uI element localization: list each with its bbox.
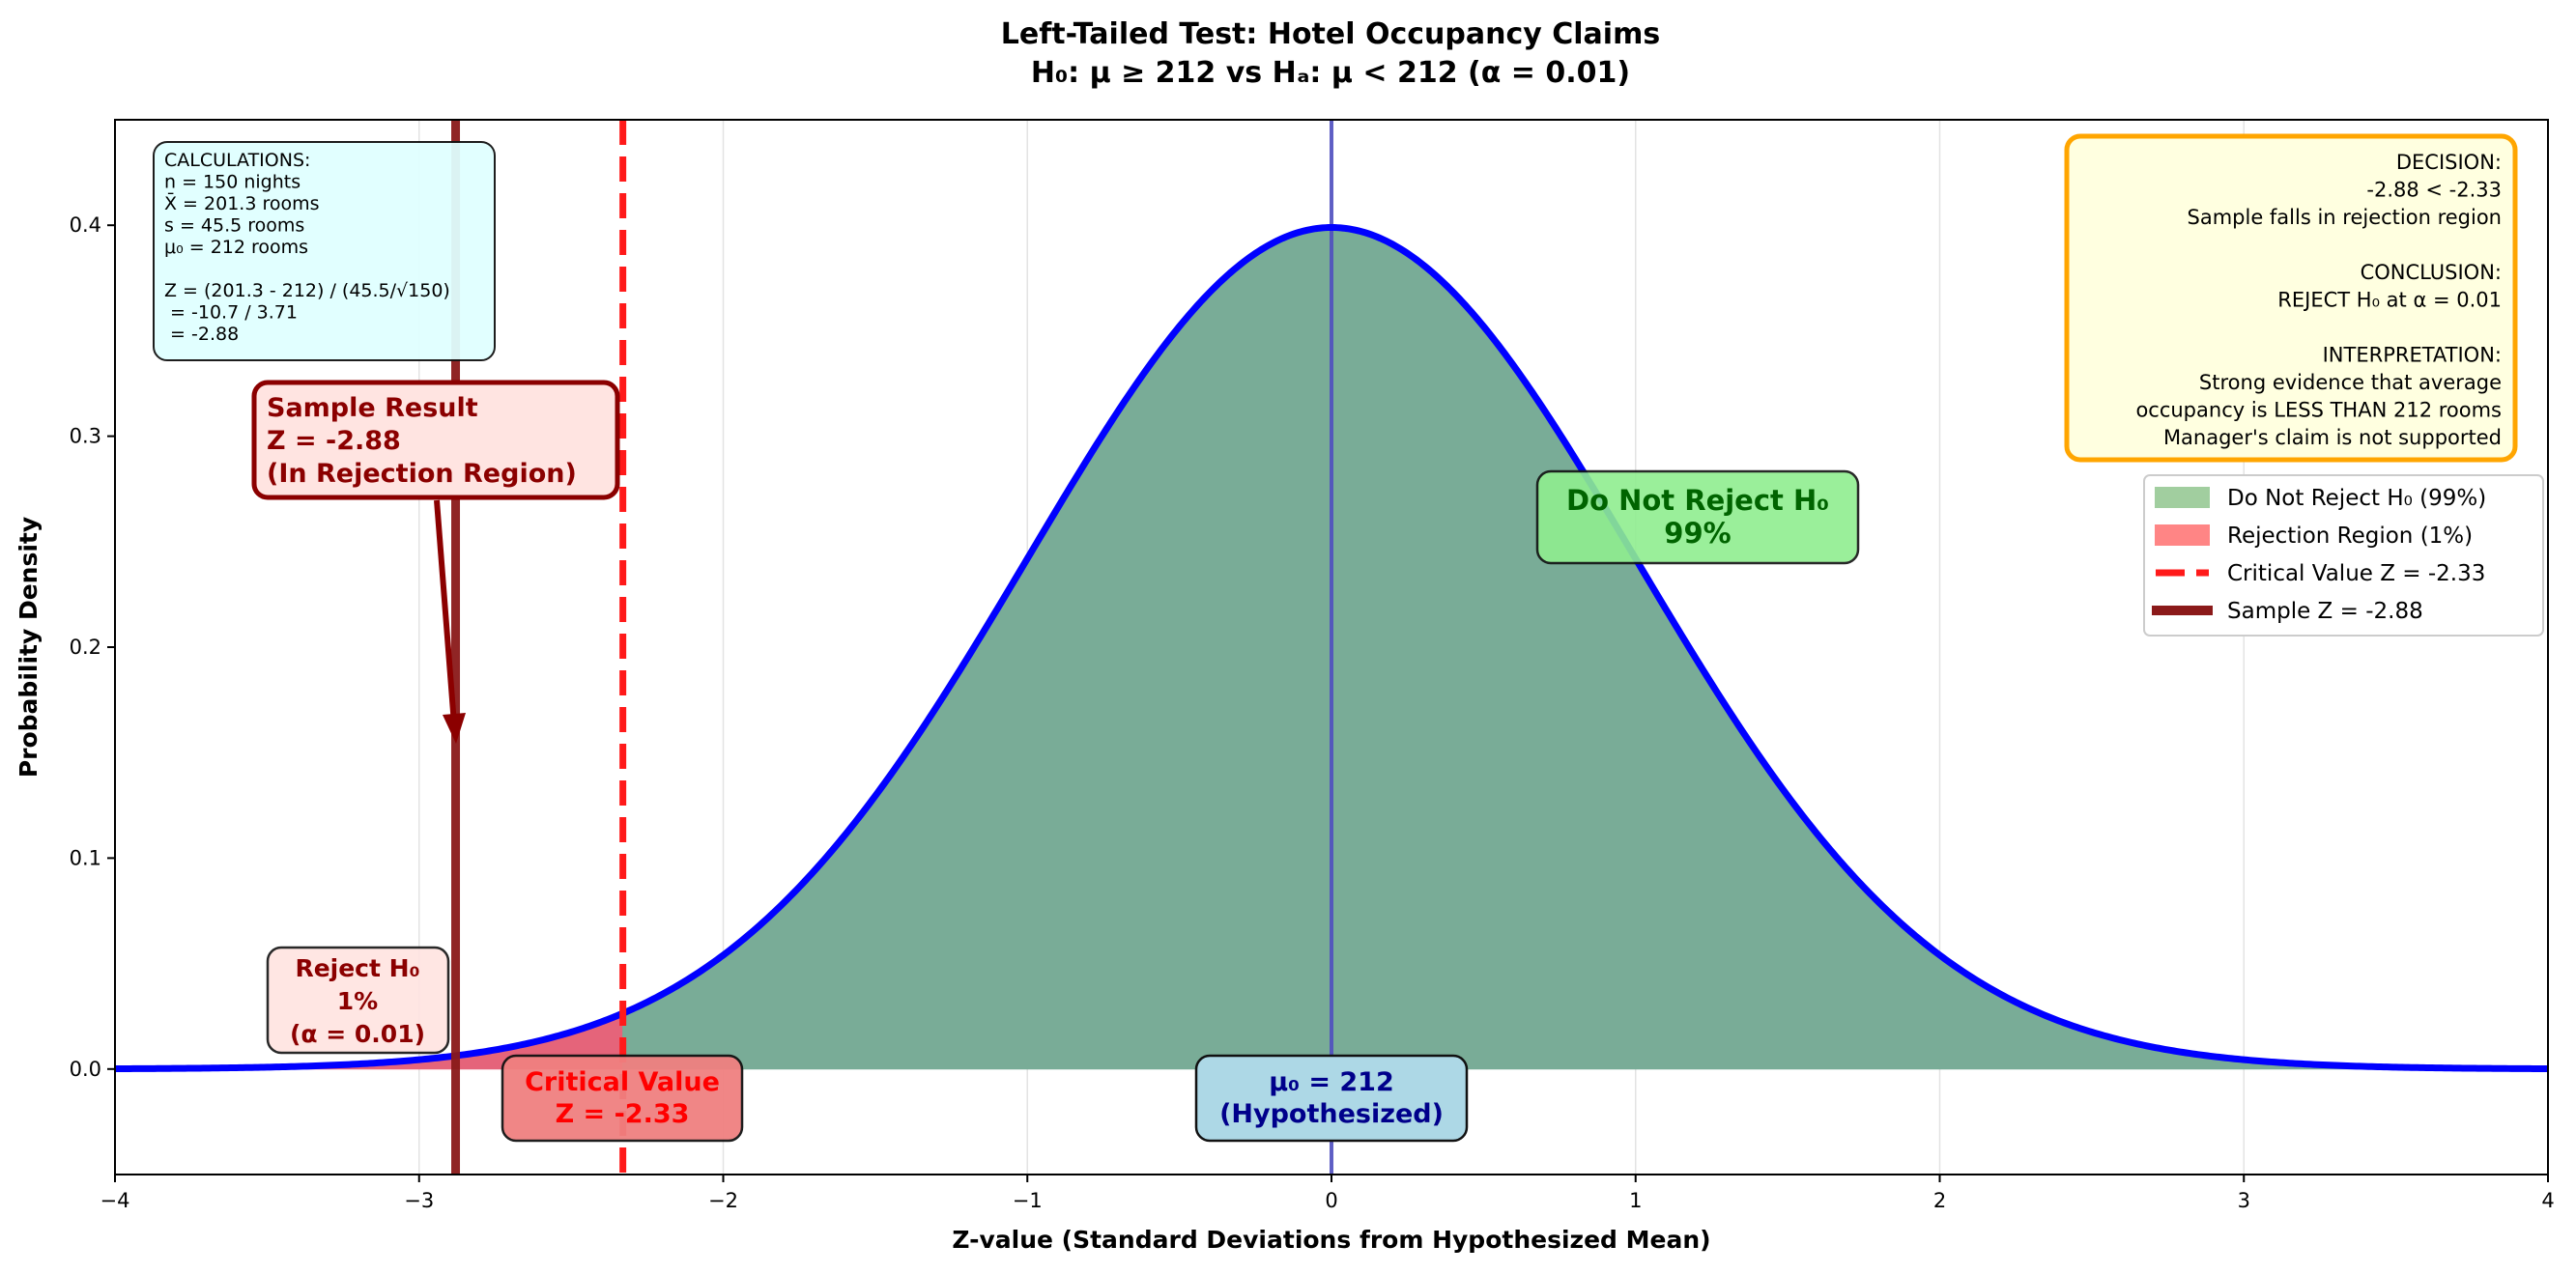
annotation-line: 99% [1664, 517, 1731, 550]
sample-result-annotation: Sample Result Z = -2.88 (In Rejection Regi… [251, 380, 620, 500]
x-tick-label: 3 [2238, 1189, 2250, 1212]
annotation-line [164, 259, 170, 280]
annotation-line: Manager's claim is not supported [2163, 426, 2502, 449]
annotation-line: (In Rejection Region) [267, 459, 577, 489]
critical-value-annotation-text: Critical Value Z = -2.33 [525, 1067, 720, 1129]
x-tick-label: −3 [404, 1189, 434, 1212]
decision-annotation-box [2064, 133, 2518, 463]
annotation-line [2495, 234, 2502, 257]
annotation-line: -2.88 < -2.33 [2366, 179, 2502, 202]
y-tick-label: 0.3 [70, 425, 101, 448]
legend-label: Do Not Reject H₀ (99%) [2227, 486, 2486, 511]
legend-label: Sample Z = -2.88 [2227, 599, 2423, 624]
annotation-line: Strong evidence that average [2199, 371, 2502, 394]
critical-value-annotation: Critical Value Z = -2.33 [501, 1054, 744, 1143]
legend-label: Critical Value Z = -2.33 [2227, 561, 2485, 586]
annotation-line: INTERPRETATION: [2323, 344, 2502, 367]
legend-swatch [2155, 524, 2210, 546]
mu0-annotation-text: μ₀ = 212 (Hypothesized) [1219, 1067, 1444, 1129]
annotation-line: μ₀ = 212 [1269, 1067, 1393, 1097]
sample-result-annotation-text: Sample Result Z = -2.88 (In Rejection Regi… [267, 393, 577, 489]
annotation-line: n = 150 nights [164, 172, 301, 193]
calculations-annotation-text: CALCULATIONS: n = 150 nights X̄ = 201.3 ro… [164, 150, 450, 345]
annotation-line: (Hypothesized) [1219, 1099, 1444, 1129]
annotation-line: Z = (201.3 - 212) / (45.5/√150) [164, 280, 450, 301]
y-tick-label: 0.4 [70, 213, 101, 237]
y-tick-label: 0.1 [70, 846, 101, 869]
sample-result-annotation-box [251, 380, 620, 500]
x-tick-label: −1 [1013, 1189, 1043, 1212]
annotation-line: s = 45.5 rooms [164, 215, 304, 237]
annotation-line: Sample falls in rejection region [2188, 206, 2503, 229]
calculations-annotation-box [153, 141, 496, 361]
x-tick-label: 1 [1629, 1189, 1642, 1212]
y-axis-label: Probability Density [14, 517, 43, 778]
annotation-line: (α = 0.01) [290, 1020, 425, 1048]
x-axis-label: Z-value (Standard Deviations from Hypoth… [952, 1226, 1710, 1254]
sample-arrow-head [443, 713, 466, 744]
annotation-line: Z = -2.88 [267, 426, 401, 456]
do-not-reject-annotation-box [1535, 469, 1860, 565]
x-tick-label: −2 [708, 1189, 738, 1212]
annotation-line: μ₀ = 212 rooms [164, 237, 308, 258]
calculations-annotation: CALCULATIONS: n = 150 nights X̄ = 201.3 ro… [153, 141, 496, 361]
annotation-line: = -2.88 [164, 324, 239, 345]
do-not-reject-annotation: Do Not Reject H₀ 99% [1535, 469, 1860, 565]
y-tick-label: 0.0 [70, 1058, 101, 1081]
x-tick-label: −4 [100, 1189, 130, 1212]
chart-title: Left-Tailed Test: Hotel Occupancy Claims [1001, 17, 1660, 51]
legend: Do Not Reject H₀ (99%) Rejection Region (… [2143, 474, 2544, 637]
annotation-line: Do Not Reject H₀ [1566, 484, 1829, 517]
annotation-line: REJECT H₀ at α = 0.01 [2277, 289, 2502, 312]
normal-curve [114, 224, 2549, 1073]
annotation-line: Sample Result [267, 393, 478, 423]
y-tick-label: 0.2 [70, 636, 101, 659]
mu0-annotation: μ₀ = 212 (Hypothesized) [1194, 1054, 1469, 1143]
x-tick-label: 0 [1325, 1189, 1337, 1212]
annotation-line: Reject H₀ [295, 954, 419, 982]
decision-annotation-text: DECISION: -2.88 < -2.33 Sample falls in re… [2135, 151, 2502, 449]
annotation-line: CALCULATIONS: [164, 150, 310, 171]
annotation-line [2495, 316, 2502, 339]
legend-label: Rejection Region (1%) [2227, 524, 2473, 549]
annotation-line: = -10.7 / 3.71 [164, 302, 298, 324]
chart-subtitle: H₀: μ ≥ 212 vs Hₐ: μ < 212 (α = 0.01) [1031, 56, 1630, 90]
legend-swatch [2155, 487, 2210, 508]
mu0-annotation-box [1194, 1054, 1469, 1143]
critical-value-annotation-box [501, 1054, 744, 1143]
annotation-line: DECISION: [2396, 151, 2502, 174]
annotation-line: Z = -2.33 [556, 1099, 690, 1129]
annotation-line: X̄ = 201.3 rooms [164, 191, 320, 214]
annotation-line: 1% [337, 987, 378, 1015]
annotation-line: Critical Value [525, 1067, 720, 1097]
reject-annotation: Reject H₀ 1% (α = 0.01) [266, 946, 450, 1055]
do-not-reject-annotation-text: Do Not Reject H₀ 99% [1566, 484, 1829, 550]
reject-annotation-text: Reject H₀ 1% (α = 0.01) [290, 954, 425, 1048]
sample-arrow [434, 499, 457, 725]
decision-annotation: DECISION: -2.88 < -2.33 Sample falls in re… [2064, 133, 2518, 463]
reject-annotation-box [266, 946, 450, 1055]
legend-box [2143, 474, 2544, 637]
annotation-line: CONCLUSION: [2361, 261, 2502, 284]
annotation-line: occupancy is LESS THAN 212 rooms [2135, 399, 2502, 422]
x-tick-label: 4 [2541, 1189, 2554, 1212]
x-tick-label: 2 [1933, 1189, 1946, 1212]
